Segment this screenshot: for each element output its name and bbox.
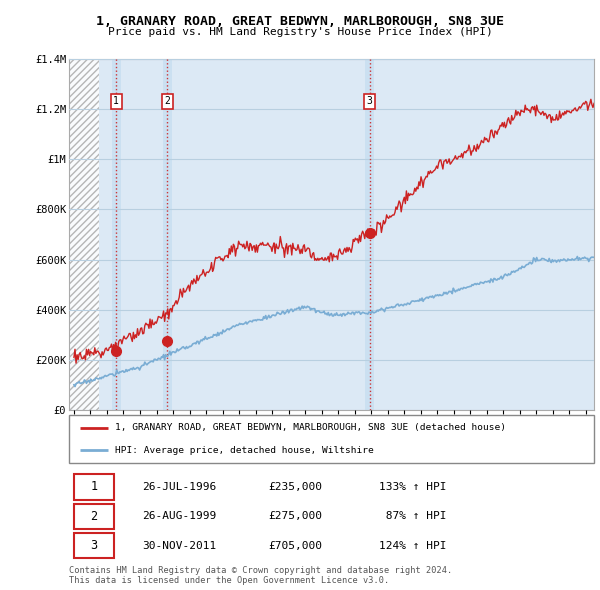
Text: 1, GRANARY ROAD, GREAT BEDWYN, MARLBOROUGH, SN8 3UE (detached house): 1, GRANARY ROAD, GREAT BEDWYN, MARLBOROU… bbox=[115, 424, 506, 432]
FancyBboxPatch shape bbox=[74, 533, 113, 558]
Text: 124% ↑ HPI: 124% ↑ HPI bbox=[379, 540, 446, 550]
Text: 87% ↑ HPI: 87% ↑ HPI bbox=[379, 512, 446, 521]
Text: Price paid vs. HM Land Registry's House Price Index (HPI): Price paid vs. HM Land Registry's House … bbox=[107, 27, 493, 37]
Text: Contains HM Land Registry data © Crown copyright and database right 2024.
This d: Contains HM Land Registry data © Crown c… bbox=[69, 566, 452, 585]
FancyBboxPatch shape bbox=[69, 415, 594, 463]
Text: 30-NOV-2011: 30-NOV-2011 bbox=[143, 540, 217, 550]
FancyBboxPatch shape bbox=[74, 474, 113, 500]
Text: 1: 1 bbox=[91, 480, 97, 493]
Text: 3: 3 bbox=[91, 539, 97, 552]
FancyBboxPatch shape bbox=[74, 503, 113, 529]
Text: 133% ↑ HPI: 133% ↑ HPI bbox=[379, 482, 446, 492]
Text: £705,000: £705,000 bbox=[269, 540, 323, 550]
Bar bbox=[163, 59, 172, 410]
Text: HPI: Average price, detached house, Wiltshire: HPI: Average price, detached house, Wilt… bbox=[115, 445, 374, 454]
Text: 26-JUL-1996: 26-JUL-1996 bbox=[143, 482, 217, 492]
Text: 1: 1 bbox=[113, 96, 119, 106]
Bar bbox=[69, 59, 99, 410]
Bar bbox=[112, 59, 121, 410]
Text: 2: 2 bbox=[91, 510, 97, 523]
Text: 2: 2 bbox=[164, 96, 170, 106]
Bar bbox=[365, 59, 374, 410]
Text: 26-AUG-1999: 26-AUG-1999 bbox=[143, 512, 217, 521]
Text: 3: 3 bbox=[367, 96, 373, 106]
Text: £275,000: £275,000 bbox=[269, 512, 323, 521]
Text: 1, GRANARY ROAD, GREAT BEDWYN, MARLBOROUGH, SN8 3UE: 1, GRANARY ROAD, GREAT BEDWYN, MARLBOROU… bbox=[96, 15, 504, 28]
Text: £235,000: £235,000 bbox=[269, 482, 323, 492]
